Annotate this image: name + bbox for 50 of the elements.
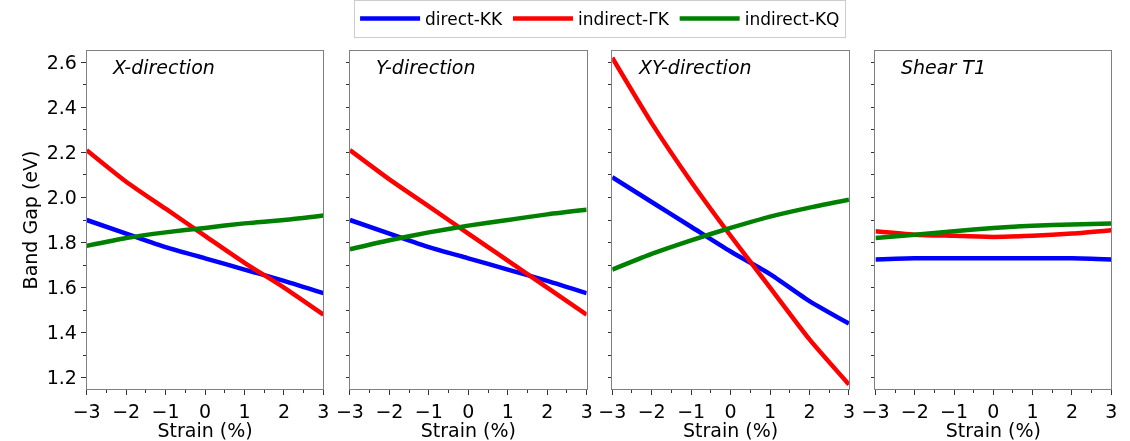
x-axis-title: Strain (%) (420, 419, 516, 441)
x-tick-label: 0 (199, 399, 212, 422)
x-tick-label: −2 (900, 399, 929, 422)
x-tick-label: 3 (842, 399, 855, 422)
y-tick-label: 1.6 (46, 276, 77, 299)
x-tick-label: −1 (940, 399, 969, 422)
y-axis-title: Band Gap (eV) (18, 150, 41, 290)
line-series (86, 147, 324, 317)
x-tick-label: 2 (277, 399, 291, 422)
y-tick-label: 2.0 (46, 186, 77, 209)
x-tick-label: −1 (151, 399, 180, 422)
chart-title: Y-direction (376, 56, 476, 78)
x-tick-label: 3 (1105, 399, 1118, 422)
x-tick-label: −3 (598, 399, 627, 422)
y-tick-label: 1.8 (46, 231, 77, 254)
line-series (86, 213, 324, 249)
legend-label: indirect-ΓK (577, 9, 670, 30)
x-tick-label: −3 (861, 399, 890, 422)
x-tick-label: 2 (541, 399, 554, 422)
y-tick-label: 2.4 (46, 95, 77, 118)
x-tick-label: −3 (72, 399, 101, 422)
x-tick-label: 0 (724, 399, 737, 422)
x-tick-label: 3 (317, 399, 330, 422)
x-tick-label: −1 (677, 399, 706, 422)
x-tick-label: −1 (414, 399, 443, 422)
x-tick-label: 1 (763, 399, 777, 422)
x-tick-label: 2 (803, 399, 816, 422)
x-tick-label: 1 (501, 399, 514, 422)
x-tick-label: −2 (375, 399, 404, 422)
x-tick-label: 1 (1026, 399, 1039, 422)
chart-title: XY-direction (638, 56, 752, 78)
y-tick-label: 2.6 (46, 50, 77, 73)
x-tick-label: −2 (637, 399, 666, 422)
chart-title: X-direction (112, 56, 215, 78)
x-tick-label: 0 (462, 399, 475, 422)
x-tick-label: 0 (987, 399, 1000, 422)
x-tick-label: −2 (112, 399, 141, 422)
x-tick-label: −3 (335, 399, 364, 422)
x-axis-title: Strain (%) (945, 419, 1041, 441)
x-tick-label: 3 (580, 399, 593, 422)
y-tick-label: 1.4 (46, 321, 77, 344)
x-tick-label: 2 (1065, 399, 1078, 422)
legend-label: direct-KK (425, 9, 503, 30)
y-tick-label: 1.2 (46, 366, 77, 389)
x-tick-label: 1 (238, 399, 251, 422)
legend-label: indirect-KQ (744, 9, 840, 30)
x-axis-title: Strain (%) (157, 419, 253, 441)
y-tick-label: 2.2 (46, 141, 77, 164)
chart-title: Shear T1 (901, 56, 986, 78)
x-axis-title: Strain (%) (682, 419, 779, 441)
